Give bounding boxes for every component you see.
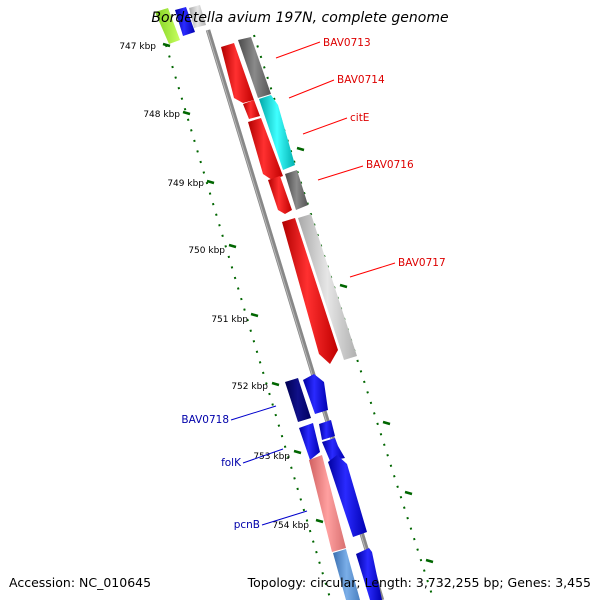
- gene-gray-small[interactable]: [285, 170, 308, 210]
- gene-label-folK[interactable]: folK: [221, 457, 242, 469]
- gene-blue-mid[interactable]: [319, 420, 335, 440]
- tick-label: 751 kbp: [211, 315, 248, 325]
- gene-red-small[interactable]: [268, 176, 292, 214]
- gene-BAV0714-gray[interactable]: [238, 37, 271, 98]
- outer-ruler-major-ticks: [296, 146, 434, 564]
- map-title: Bordetella avium 197N, complete genome: [151, 10, 448, 26]
- gene-blue-lower-arrow[interactable]: [322, 438, 345, 461]
- tick-label: 747 kbp: [119, 42, 156, 52]
- gene-BAV0718-navy[interactable]: [285, 378, 311, 422]
- gene-blue-upper[interactable]: [303, 374, 328, 414]
- gene-label-BAV0718[interactable]: BAV0718: [181, 414, 229, 426]
- gene-blue-bottom[interactable]: [356, 548, 382, 600]
- tick-label: 754 kbp: [272, 521, 309, 531]
- tick-label: 752 kbp: [231, 382, 268, 392]
- gene-pcnB-pink[interactable]: [309, 455, 346, 552]
- gene-feature-top-gray[interactable]: [189, 5, 206, 28]
- inner-ruler-dashes: [165, 44, 331, 599]
- gene-BAV0713-arrow[interactable]: [221, 43, 254, 103]
- gene-feature-top-blue[interactable]: [175, 7, 195, 36]
- topology-text: Topology: circular; Length: 3,732,255 bp…: [247, 575, 591, 590]
- label-callout-lines: [230, 41, 396, 526]
- tick-label: 749 kbp: [167, 179, 204, 189]
- gene-label-pcnB[interactable]: pcnB: [234, 519, 260, 531]
- gene-lightgray-long[interactable]: [298, 214, 357, 360]
- gene-label-BAV0717[interactable]: BAV0717: [398, 257, 446, 269]
- tick-label: 748 kbp: [143, 110, 180, 120]
- gene-steel-bottom[interactable]: [333, 549, 360, 600]
- gene-folK-blue[interactable]: [299, 423, 320, 460]
- gene-label-BAV0714[interactable]: BAV0714: [337, 74, 385, 86]
- gene-label-citE[interactable]: citE: [350, 112, 369, 124]
- tick-label: 753 kbp: [253, 452, 290, 462]
- gene-BAV0716-arrow[interactable]: [248, 118, 283, 180]
- tick-label: 750 kbp: [188, 246, 225, 256]
- gene-cyan[interactable]: [259, 95, 295, 170]
- gene-citE-arrow[interactable]: [243, 100, 260, 119]
- accession-text: Accession: NC_010645: [9, 575, 151, 590]
- ruler-major-ticks: [162, 42, 324, 524]
- gene-label-BAV0713[interactable]: BAV0713: [323, 37, 371, 49]
- gene-BAV0717-arrow[interactable]: [282, 218, 338, 364]
- gene-label-BAV0716[interactable]: BAV0716: [366, 159, 414, 171]
- gene-feature-lime[interactable]: [155, 8, 180, 44]
- gene-blue-long-arrow[interactable]: [328, 455, 367, 537]
